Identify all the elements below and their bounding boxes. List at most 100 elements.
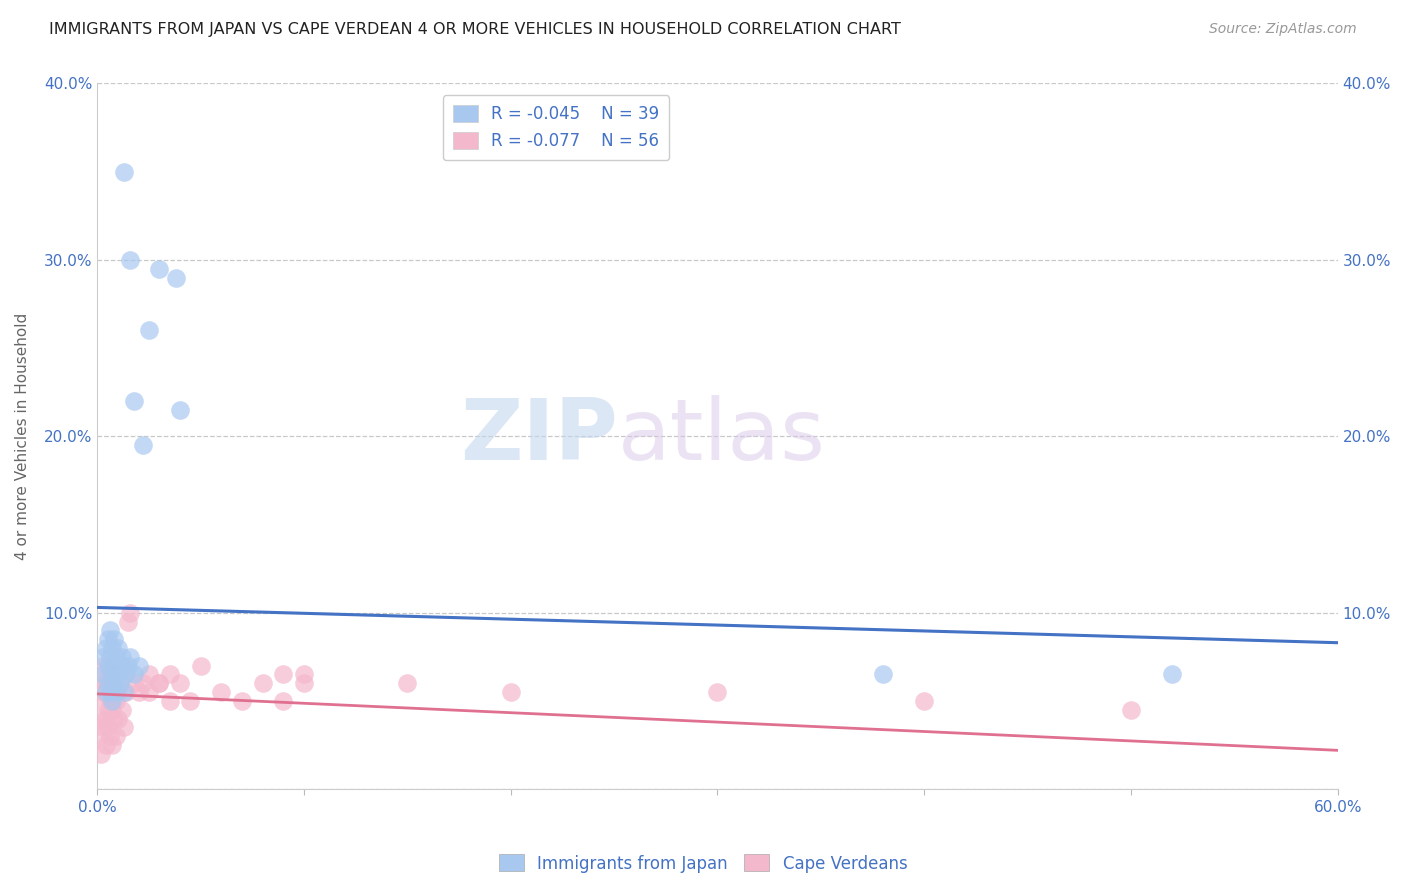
Point	[138, 323, 160, 337]
Point	[89, 694, 111, 708]
Point	[112, 164, 135, 178]
Point	[115, 667, 138, 681]
Point	[90, 676, 112, 690]
Point	[100, 676, 122, 690]
Legend: R = -0.045    N = 39, R = -0.077    N = 56: R = -0.045 N = 39, R = -0.077 N = 56	[443, 95, 669, 160]
Point	[1119, 703, 1142, 717]
Point	[115, 685, 138, 699]
Point	[165, 270, 187, 285]
Point	[93, 685, 115, 699]
Point	[94, 676, 117, 690]
Point	[89, 729, 111, 743]
Point	[209, 685, 232, 699]
Point	[100, 667, 122, 681]
Point	[872, 667, 894, 681]
Point	[98, 685, 121, 699]
Point	[97, 703, 120, 717]
Point	[120, 649, 142, 664]
Point	[117, 615, 139, 629]
Point	[169, 676, 191, 690]
Point	[107, 685, 129, 699]
Point	[98, 624, 121, 638]
Point	[231, 694, 253, 708]
Point	[104, 694, 127, 708]
Point	[108, 676, 131, 690]
Point	[98, 729, 121, 743]
Point	[179, 694, 201, 708]
Point	[98, 658, 121, 673]
Point	[90, 712, 112, 726]
Point	[90, 747, 112, 761]
Point	[100, 694, 122, 708]
Point	[124, 394, 146, 409]
Point	[94, 712, 117, 726]
Point	[132, 438, 155, 452]
Point	[111, 703, 134, 717]
Point	[1161, 667, 1184, 681]
Point	[138, 667, 160, 681]
Point	[159, 694, 181, 708]
Point	[271, 694, 294, 708]
Text: Source: ZipAtlas.com: Source: ZipAtlas.com	[1209, 22, 1357, 37]
Point	[138, 685, 160, 699]
Point	[128, 685, 150, 699]
Point	[103, 667, 125, 681]
Point	[94, 738, 117, 752]
Point	[100, 640, 122, 655]
Point	[103, 632, 125, 647]
Point	[97, 658, 120, 673]
Point	[128, 658, 150, 673]
Point	[104, 685, 127, 699]
Point	[148, 261, 170, 276]
Point	[93, 720, 115, 734]
Point	[97, 676, 120, 690]
Text: atlas: atlas	[619, 395, 827, 478]
Point	[104, 649, 127, 664]
Y-axis label: 4 or more Vehicles in Household: 4 or more Vehicles in Household	[15, 313, 30, 560]
Point	[107, 667, 129, 681]
Point	[107, 640, 129, 655]
Legend: Immigrants from Japan, Cape Verdeans: Immigrants from Japan, Cape Verdeans	[492, 847, 914, 880]
Point	[148, 676, 170, 690]
Point	[124, 667, 146, 681]
Point	[252, 676, 274, 690]
Point	[159, 667, 181, 681]
Point	[103, 712, 125, 726]
Point	[111, 658, 134, 673]
Point	[169, 402, 191, 417]
Point	[103, 676, 125, 690]
Point	[94, 640, 117, 655]
Point	[97, 667, 120, 681]
Point	[103, 658, 125, 673]
Point	[120, 606, 142, 620]
Text: ZIP: ZIP	[460, 395, 619, 478]
Point	[98, 694, 121, 708]
Point	[104, 729, 127, 743]
Point	[112, 720, 135, 734]
Point	[111, 649, 134, 664]
Point	[93, 667, 115, 681]
Point	[100, 703, 122, 717]
Point	[292, 667, 315, 681]
Point	[112, 685, 135, 699]
Point	[97, 720, 120, 734]
Point	[98, 649, 121, 664]
Point	[190, 658, 212, 673]
Point	[124, 676, 146, 690]
Point	[132, 676, 155, 690]
Point	[396, 676, 419, 690]
Point	[292, 676, 315, 690]
Point	[93, 649, 115, 664]
Point	[108, 676, 131, 690]
Point	[93, 658, 115, 673]
Point	[706, 685, 728, 699]
Point	[271, 667, 294, 681]
Point	[912, 694, 935, 708]
Point	[148, 676, 170, 690]
Point	[499, 685, 522, 699]
Point	[97, 632, 120, 647]
Point	[100, 738, 122, 752]
Text: IMMIGRANTS FROM JAPAN VS CAPE VERDEAN 4 OR MORE VEHICLES IN HOUSEHOLD CORRELATIO: IMMIGRANTS FROM JAPAN VS CAPE VERDEAN 4 …	[49, 22, 901, 37]
Point	[120, 252, 142, 267]
Point	[107, 712, 129, 726]
